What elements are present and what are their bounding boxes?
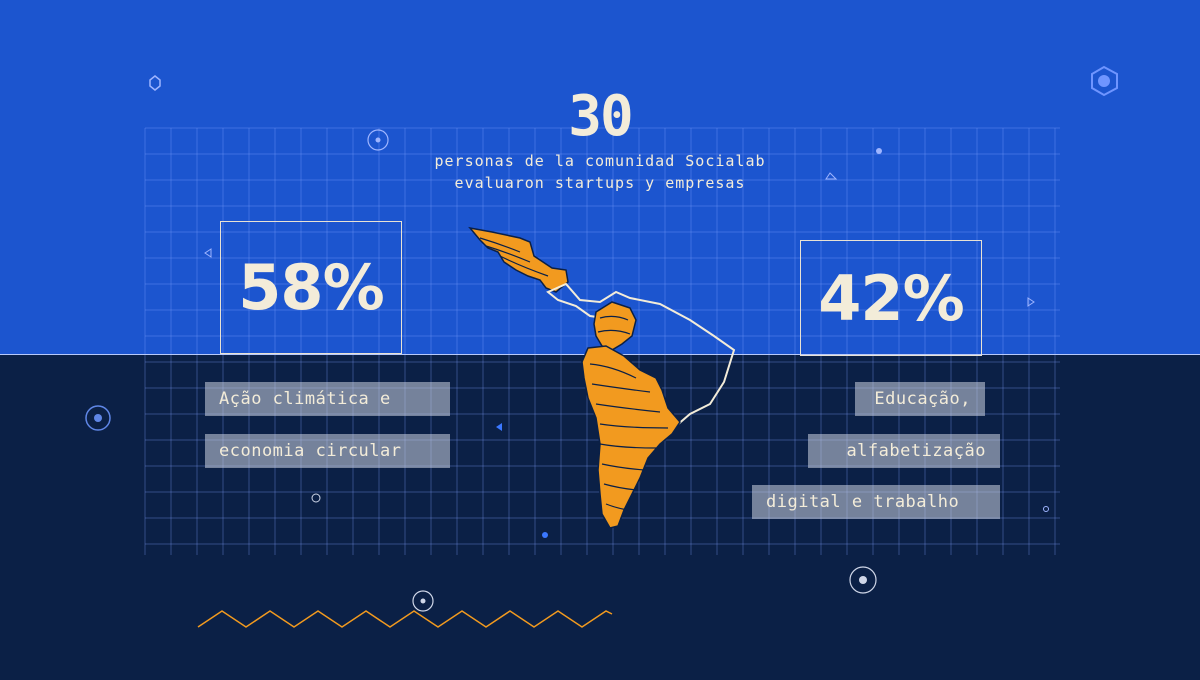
map-contour-line	[603, 483, 637, 491]
subtitle-line-2: evaluaron startups y empresas	[454, 174, 746, 192]
subtitle-line-1: personas de la comunidad Socialab	[434, 152, 766, 170]
target-circle-icon	[412, 590, 434, 612]
colombia-venezuela-shape	[593, 301, 637, 351]
right-tag-2: alfabetização	[808, 434, 1000, 468]
hexagon-center-icon	[1098, 75, 1110, 87]
target-circle-icon	[85, 405, 111, 431]
map-contour-line	[601, 463, 645, 471]
left-tag-2: economia circular	[205, 434, 450, 468]
hexagon-icon	[1091, 65, 1118, 97]
left-percent: 58%	[238, 251, 384, 324]
triangle-icon	[825, 172, 838, 180]
top-panel	[0, 0, 1200, 355]
andean-shape	[581, 345, 681, 529]
right-percent: 42%	[818, 261, 964, 335]
map-contour-line	[599, 443, 657, 449]
left-tag-1: Ação climática e	[205, 382, 450, 416]
hexagon-icon	[149, 75, 161, 91]
map-contour-line	[479, 237, 521, 253]
dot-icon	[311, 493, 321, 503]
target-circle-icon	[367, 129, 389, 151]
target-circle-icon	[849, 566, 877, 594]
triangle-icon	[496, 423, 502, 431]
triangle-icon	[1027, 297, 1035, 307]
dot-icon	[542, 532, 548, 538]
right-stat-box: 42%	[800, 240, 982, 356]
map-contour-line	[595, 403, 661, 413]
right-tag-1: Educação,	[855, 382, 985, 416]
zigzag-line-icon	[197, 610, 613, 628]
map-contour-line	[605, 503, 629, 511]
right-tag-3: digital e trabalho	[752, 485, 1000, 519]
triangle-icon	[204, 248, 212, 258]
map-contour-line	[597, 329, 631, 335]
dot-icon	[876, 148, 882, 154]
map-contour-line	[599, 315, 629, 321]
total-count: 30	[568, 84, 633, 149]
map-contour-line	[599, 423, 669, 429]
dot-icon	[1043, 506, 1049, 512]
map-contour-line	[485, 245, 531, 263]
left-stat-box: 58%	[220, 221, 402, 354]
map-contour-line	[589, 363, 637, 379]
map-contour-line	[591, 383, 651, 393]
map-contour-line	[499, 255, 549, 277]
